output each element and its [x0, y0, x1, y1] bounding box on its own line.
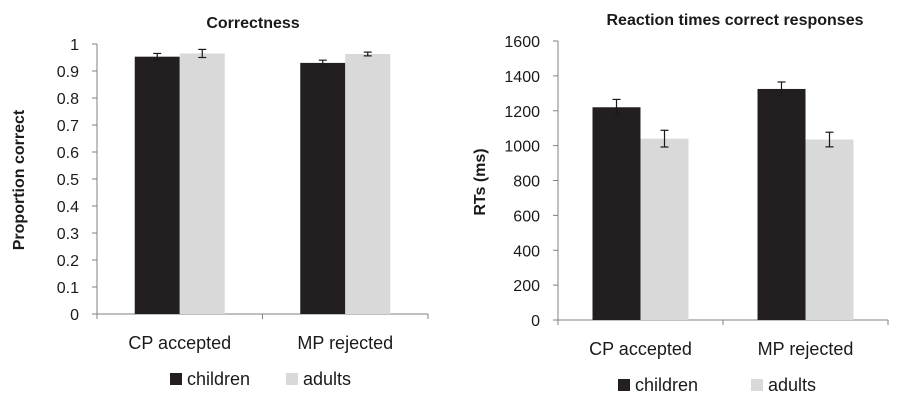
legend-swatch-adults	[286, 373, 298, 385]
legend-label: adults	[768, 375, 816, 395]
legend-swatch-children	[170, 373, 182, 385]
y-tick-label: 1600	[504, 34, 540, 51]
y-tick-label: 0.7	[57, 118, 79, 135]
y-tick-label: 0	[531, 313, 540, 330]
legend-swatch-adults	[751, 379, 763, 391]
x-category-label: MP rejected	[758, 339, 854, 359]
y-tick-label: 200	[513, 278, 540, 295]
y-tick-label: 400	[513, 243, 540, 260]
y-tick-label: 0.9	[57, 64, 79, 81]
legend-label: children	[635, 375, 698, 395]
y-tick-label: 1	[70, 37, 79, 54]
chart-1: Correctness Proportion correct 0 0.1 0.2 0.3 0…	[11, 15, 429, 389]
y-tick-label: 1400	[504, 69, 540, 86]
chart-title: Correctness	[206, 15, 299, 32]
bar-adults-1	[640, 138, 689, 320]
bar-children-2	[300, 62, 346, 315]
legend-label: adults	[303, 369, 351, 389]
x-category-label: MP rejected	[297, 333, 393, 353]
legend-label: children	[187, 369, 250, 389]
y-tick-label: 0.6	[57, 145, 79, 162]
x-category-label: CP accepted	[589, 339, 692, 359]
y-tick-label: 800	[513, 174, 540, 191]
y-axis-label: RTs (ms)	[472, 148, 489, 215]
bar-children-1	[134, 56, 180, 314]
bar-adults-2	[345, 53, 391, 315]
y-tick-label: 0.8	[57, 91, 79, 108]
chart-2: Reaction times correct responses RTs (ms)…	[472, 12, 889, 395]
y-tick-label: 0	[70, 307, 79, 324]
y-tick-label: 1200	[504, 104, 540, 121]
chart-title: Reaction times correct responses	[607, 12, 864, 29]
y-tick-label: 1000	[504, 139, 540, 156]
y-tick-label: 0.5	[57, 172, 79, 189]
y-tick-label: 0.3	[57, 226, 79, 243]
y-tick-label: 600	[513, 208, 540, 225]
x-category-label: CP accepted	[128, 333, 231, 353]
y-axis-label: Proportion correct	[11, 109, 28, 250]
legend-swatch-children	[618, 379, 630, 391]
bar-children-1	[592, 107, 641, 320]
y-tick-label: 0.1	[57, 280, 79, 297]
bar-adults-2	[805, 139, 854, 320]
y-tick-label: 0.4	[57, 199, 79, 216]
bar-children-2	[757, 88, 806, 320]
bar-adults-1	[179, 53, 225, 314]
y-tick-label: 0.2	[57, 253, 79, 270]
